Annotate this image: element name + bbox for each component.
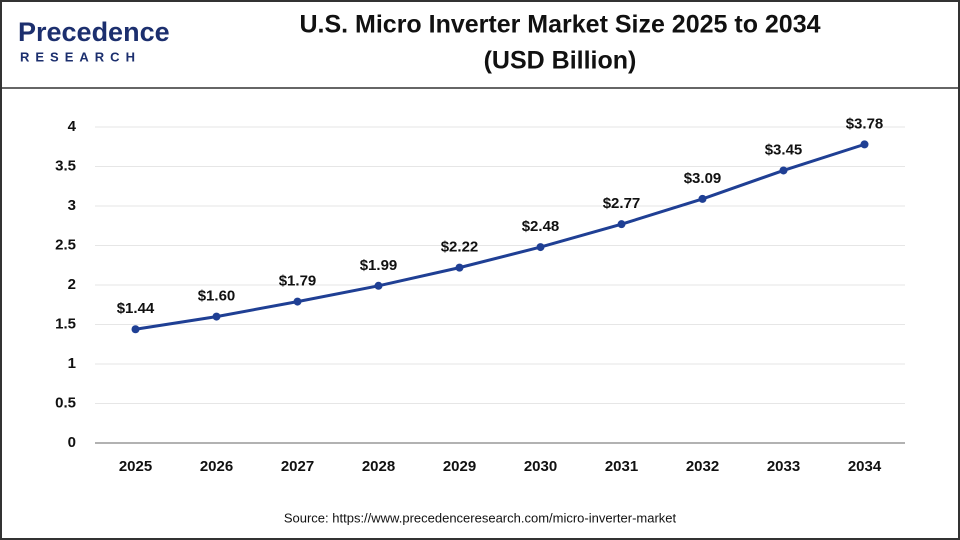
value-label: $2.48: [522, 218, 560, 235]
x-tick-label: 2033: [767, 458, 800, 475]
x-tick-label: 2029: [443, 458, 476, 475]
logo-tagline: RESEARCH: [20, 49, 141, 64]
point: [374, 281, 383, 290]
value-label: $3.09: [684, 170, 722, 187]
value-label: $2.22: [441, 239, 479, 256]
y-tick-label: 0.5: [55, 394, 76, 411]
value-label: $1.79: [279, 273, 317, 290]
chart-title: U.S. Micro Inverter Market Size 2025 to …: [299, 11, 820, 39]
point: [212, 312, 221, 321]
y-tick-label: 4: [68, 118, 77, 135]
y-tick-label: 1: [68, 355, 76, 372]
value-label: $1.60: [198, 288, 236, 305]
value-label: $1.44: [117, 300, 155, 317]
chart-subtitle: (USD Billion): [484, 47, 637, 75]
y-tick-label: 2: [68, 276, 76, 293]
x-tick-label: 2032: [686, 458, 719, 475]
y-tick-label: 1.5: [55, 315, 76, 332]
y-tick-label: 0: [68, 434, 76, 451]
point: [293, 297, 302, 306]
x-tick-label: 2030: [524, 458, 557, 475]
value-label: $1.99: [360, 257, 398, 274]
point: [617, 220, 626, 229]
x-tick-label: 2028: [362, 458, 395, 475]
logo-name: Precedence: [18, 17, 170, 47]
point: [698, 194, 707, 203]
point: [131, 325, 140, 334]
y-tick-label: 2.5: [55, 236, 76, 253]
point: [536, 243, 545, 252]
value-label: $3.45: [765, 141, 803, 158]
line: [135, 142, 865, 331]
point: [860, 140, 869, 149]
y-tick-label: 3: [68, 197, 76, 214]
x-tick-label: 2025: [119, 458, 152, 475]
point: [779, 166, 788, 175]
x-tick-label: 2027: [281, 458, 314, 475]
value-label: $2.77: [603, 195, 641, 212]
x-tick-label: 2031: [605, 458, 638, 475]
x-tick-label: 2034: [848, 458, 882, 475]
source: Source: https://www.precedenceresearch.c…: [284, 510, 677, 525]
y-tick-label: 3.5: [55, 157, 76, 174]
value-label: $3.78: [846, 115, 884, 132]
x-tick-label: 2026: [200, 458, 233, 475]
point: [455, 263, 464, 272]
